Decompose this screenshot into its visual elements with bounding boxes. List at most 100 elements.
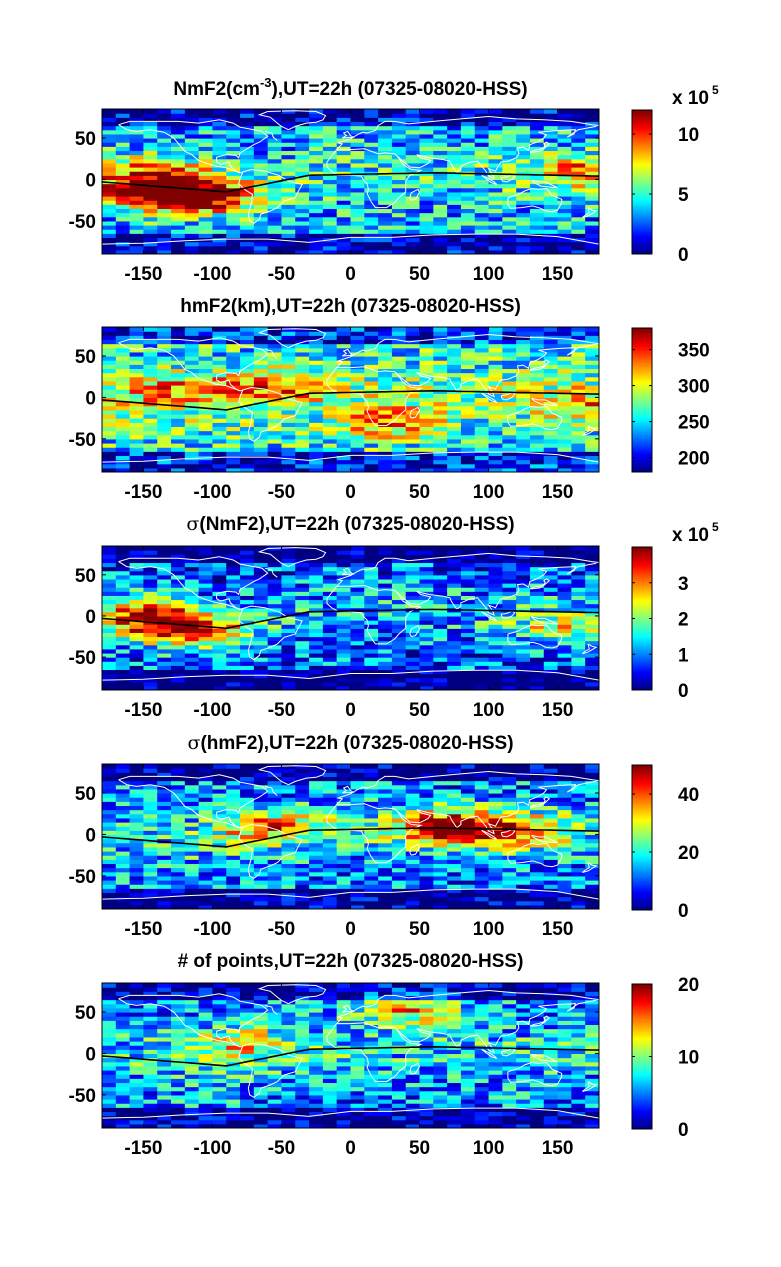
- heatmap-cell: [157, 805, 172, 811]
- heatmap-cell: [309, 463, 324, 469]
- heatmap-cell: [295, 220, 310, 226]
- heatmap-cell: [419, 142, 434, 147]
- heatmap-cell: [102, 855, 117, 860]
- heatmap-cell: [253, 364, 269, 370]
- heatmap-cell: [267, 636, 283, 642]
- heatmap-cell: [460, 830, 476, 836]
- heatmap-cell: [267, 200, 283, 205]
- heatmap-cell: [529, 351, 545, 357]
- heatmap-cell: [378, 393, 393, 399]
- heatmap-cell: [115, 117, 131, 123]
- heatmap-cell: [102, 603, 117, 609]
- heatmap-cell: [267, 562, 283, 568]
- heatmap-cell: [571, 343, 586, 349]
- heatmap-cell: [391, 175, 407, 181]
- heatmap-cell: [543, 196, 559, 201]
- heatmap-cell: [543, 607, 559, 613]
- heatmap-cell: [405, 768, 421, 773]
- heatmap-cell: [474, 884, 490, 889]
- heatmap-cell: [488, 191, 503, 197]
- heatmap-cell: [460, 620, 476, 625]
- heatmap-cell: [557, 187, 572, 193]
- heatmap-cell: [529, 550, 545, 555]
- heatmap-cell: [212, 797, 227, 802]
- heatmap-cell: [281, 397, 296, 403]
- heatmap-cell: [129, 685, 145, 690]
- heatmap-cell: [516, 167, 531, 172]
- heatmap-cell: [336, 121, 352, 127]
- heatmap-cell: [115, 838, 131, 844]
- heatmap-cell: [157, 896, 172, 902]
- heatmap-cell: [557, 208, 572, 214]
- heatmap-cell: [129, 784, 145, 790]
- heatmap-cell: [240, 566, 255, 572]
- heatmap-cell: [502, 380, 517, 386]
- heatmap-cell: [419, 636, 434, 642]
- heatmap-cell: [488, 347, 503, 353]
- heatmap-cell: [212, 179, 227, 185]
- heatmap-cell: [419, 788, 434, 794]
- heatmap-cell: [129, 212, 145, 218]
- heatmap-cell: [143, 204, 158, 210]
- heatmap-cell: [115, 212, 131, 218]
- heatmap-cell: [143, 801, 158, 807]
- heatmap-cell: [184, 595, 200, 601]
- heatmap-cell: [419, 125, 434, 131]
- heatmap-cell: [378, 343, 393, 349]
- heatmap-cell: [405, 636, 421, 642]
- heatmap-cell: [157, 599, 172, 605]
- heatmap-cell: [502, 793, 517, 798]
- heatmap-cell: [129, 225, 145, 230]
- heatmap-cell: [253, 884, 269, 889]
- heatmap-cell: [378, 904, 393, 909]
- heatmap-cell: [198, 875, 214, 881]
- heatmap-cell: [129, 822, 145, 827]
- heatmap-cell: [295, 397, 310, 403]
- heatmap-cell: [433, 871, 448, 877]
- heatmap-cell: [143, 888, 158, 894]
- heatmap-cell: [226, 162, 241, 168]
- heatmap-cell: [322, 430, 338, 436]
- heatmap-cell: [102, 447, 117, 452]
- heatmap-cell: [516, 851, 531, 856]
- heatmap-cell: [488, 175, 503, 181]
- heatmap-cell: [129, 368, 145, 374]
- heatmap-cell: [322, 871, 338, 877]
- heatmap-cell: [157, 335, 172, 341]
- heatmap-cell: [295, 888, 310, 894]
- heatmap-cell: [309, 574, 324, 580]
- heatmap-cell: [391, 685, 407, 690]
- heatmap-cell: [157, 200, 172, 205]
- heatmap-cell: [543, 578, 559, 584]
- heatmap-cell: [488, 855, 503, 860]
- heatmap-cell: [157, 327, 172, 332]
- heatmap-cell: [378, 880, 393, 885]
- heatmap-cell: [433, 875, 448, 881]
- heatmap-cell: [171, 554, 186, 559]
- heatmap-cell: [405, 146, 421, 152]
- heatmap-cell: [309, 204, 324, 210]
- heatmap-cell: [267, 204, 283, 210]
- heatmap-cell: [543, 414, 559, 419]
- heatmap-cell: [571, 562, 586, 568]
- heatmap-cell: [157, 364, 172, 370]
- heatmap-cell: [281, 805, 296, 811]
- heatmap-cell: [184, 364, 200, 370]
- heatmap-cell: [405, 426, 421, 432]
- heatmap-cell: [460, 117, 476, 123]
- heatmap-cell: [253, 578, 269, 584]
- heatmap-cell: [447, 109, 462, 114]
- heatmap-cell: [447, 805, 462, 811]
- heatmap-cell: [226, 430, 241, 436]
- heatmap-cell: [253, 233, 269, 239]
- heatmap-cell: [267, 599, 283, 605]
- heatmap-cell: [391, 125, 407, 131]
- heatmap-cell: [474, 764, 490, 769]
- heatmap-cell: [571, 385, 586, 390]
- x-tick-label: 100: [473, 700, 505, 721]
- heatmap-cell: [474, 187, 490, 193]
- heatmap-cell: [295, 343, 310, 349]
- heatmap-cell: [226, 154, 241, 160]
- heatmap-cell: [226, 599, 241, 605]
- heatmap-cell: [184, 636, 200, 642]
